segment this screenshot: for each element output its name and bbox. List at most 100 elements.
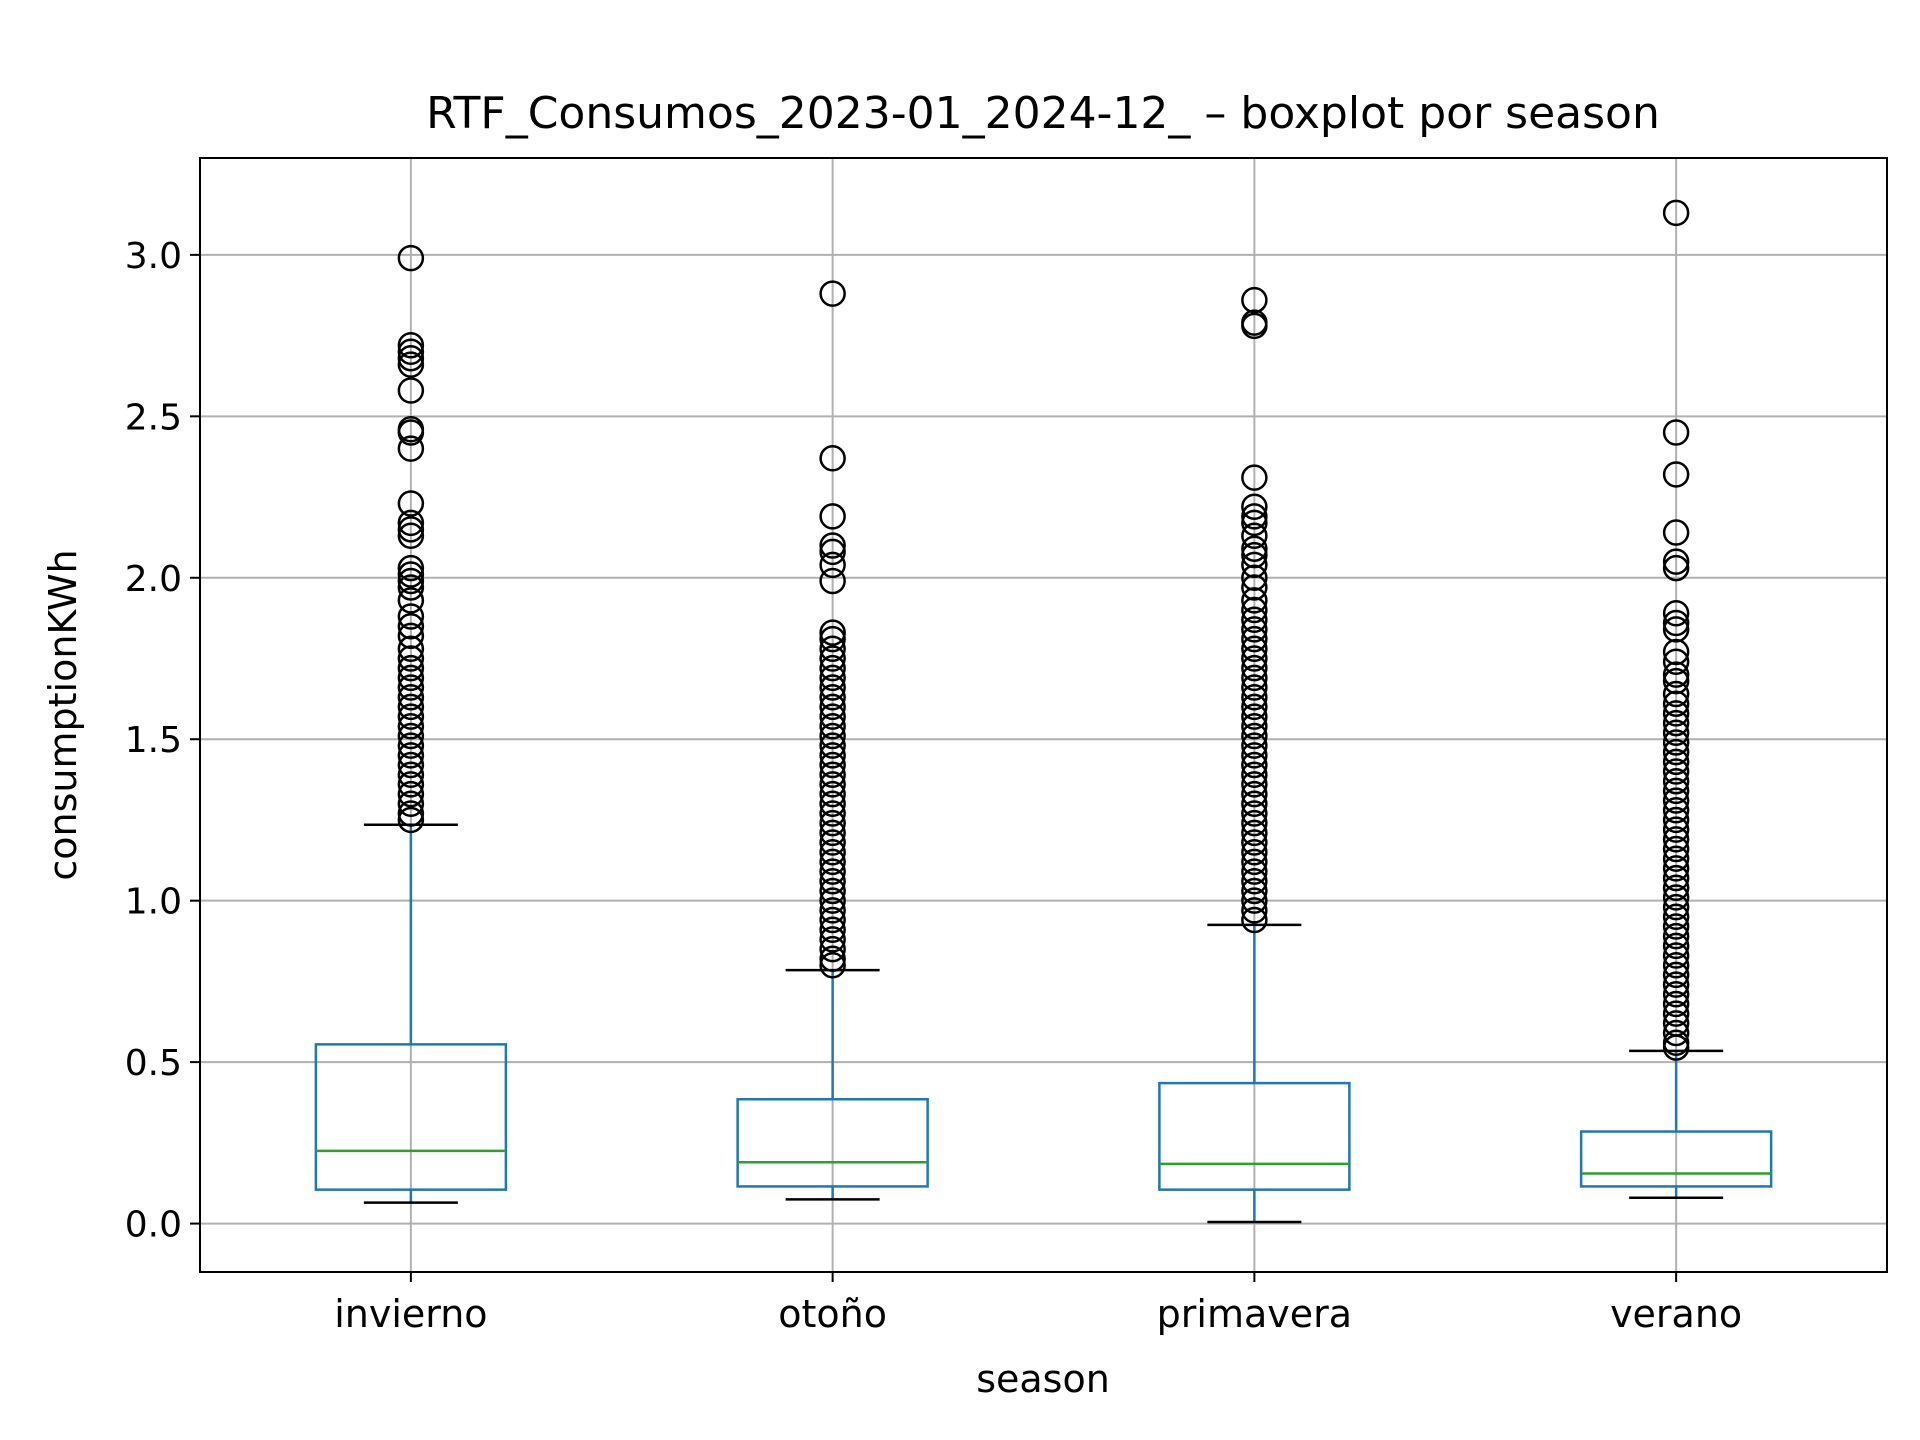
outlier-point xyxy=(1662,787,1690,814)
outlier-point xyxy=(819,829,846,856)
outlier-point xyxy=(1662,638,1690,666)
outlier-point xyxy=(1241,780,1268,808)
plot-frame xyxy=(199,157,1888,1273)
outlier-point xyxy=(1662,806,1690,834)
outlier-point xyxy=(819,742,846,769)
outlier-point xyxy=(1662,816,1690,843)
outlier-point xyxy=(819,877,846,905)
outlier-point xyxy=(397,800,425,827)
outlier-point xyxy=(819,868,846,895)
outlier-point xyxy=(1241,574,1268,601)
outlier-point xyxy=(397,603,425,630)
outlier-point xyxy=(397,516,425,543)
outlier-point xyxy=(1241,819,1268,847)
outlier-point xyxy=(1662,767,1690,795)
outlier-point xyxy=(1662,1000,1690,1027)
outlier-point xyxy=(397,771,425,798)
outlier-point xyxy=(819,654,846,682)
outlier-point xyxy=(1241,503,1268,530)
outlier-point xyxy=(1241,541,1268,569)
outlier-point xyxy=(1662,199,1690,227)
outlier-point xyxy=(1662,797,1690,824)
outlier-point xyxy=(397,683,425,711)
outlier-point xyxy=(1241,493,1268,520)
outlier-point xyxy=(1662,461,1690,488)
outlier-point xyxy=(819,538,846,566)
outlier-point xyxy=(819,906,846,934)
outlier-point xyxy=(1662,748,1690,776)
outlier-point xyxy=(397,244,425,272)
outlier-point xyxy=(1662,719,1690,747)
outlier-point xyxy=(1662,826,1690,853)
outlier-point xyxy=(397,567,425,595)
y-tick-label: 2.5 xyxy=(125,397,182,438)
outlier-point xyxy=(1241,800,1268,827)
outlier-point xyxy=(397,351,425,378)
outlier-point xyxy=(1662,961,1690,989)
outlier-point xyxy=(1241,509,1268,537)
outlier-point xyxy=(819,951,846,979)
outlier-point xyxy=(1241,713,1268,740)
iqr-box xyxy=(314,1043,508,1191)
outlier-point xyxy=(819,551,846,579)
outlier-point xyxy=(1241,564,1268,592)
outlier-point xyxy=(1241,535,1268,562)
y-tick-label: 0.5 xyxy=(125,1043,182,1084)
outlier-point xyxy=(819,926,846,953)
outlier-point xyxy=(397,344,425,372)
x-tick-label: otoño xyxy=(778,1292,887,1336)
outlier-point xyxy=(1241,625,1268,653)
outlier-point xyxy=(397,574,425,601)
iqr-box xyxy=(1579,1130,1773,1188)
outlier-point xyxy=(1662,990,1690,1018)
outlier-point xyxy=(397,377,425,404)
outlier-point xyxy=(819,916,846,943)
outlier-point xyxy=(819,674,846,701)
outlier-point xyxy=(1241,829,1268,856)
outlier-point xyxy=(397,332,425,359)
outlier-point xyxy=(819,713,846,740)
outlier-point xyxy=(819,935,846,963)
y-tick-label: 0.0 xyxy=(125,1205,182,1246)
outlier-point xyxy=(1662,981,1690,1008)
outlier-point xyxy=(819,703,846,730)
outlier-point xyxy=(1662,893,1690,921)
outlier-point xyxy=(1662,942,1690,969)
outlier-point xyxy=(819,683,846,711)
y-tick-label: 2.0 xyxy=(125,559,182,600)
chart-title: RTF_Consumos_2023-01_2024-12_ – boxplot … xyxy=(426,88,1660,139)
outlier-point xyxy=(1241,897,1268,924)
outlier-point xyxy=(1662,777,1690,805)
outlier-point xyxy=(397,419,425,446)
outlier-point xyxy=(1241,693,1268,721)
outlier-point xyxy=(1662,922,1690,950)
outlier-point xyxy=(1662,548,1690,575)
outlier-point xyxy=(1241,877,1268,905)
y-axis-label: consumptionKWh xyxy=(41,549,85,880)
outlier-point xyxy=(397,622,425,650)
outlier-point xyxy=(397,561,425,588)
outlier-point xyxy=(1241,858,1268,885)
outlier-point xyxy=(819,532,846,559)
outlier-point xyxy=(819,751,846,779)
outlier-point xyxy=(1241,838,1268,866)
outlier-point xyxy=(1241,732,1268,759)
outlier-point xyxy=(1662,738,1690,766)
outlier-point xyxy=(819,761,846,788)
outlier-point xyxy=(819,619,846,646)
outlier-point xyxy=(819,848,846,876)
box-verano xyxy=(1579,1049,1773,1199)
outlier-point xyxy=(1241,887,1268,914)
outlier-point xyxy=(1241,848,1268,876)
outlier-point xyxy=(819,897,846,924)
outlier-point xyxy=(1662,1034,1690,1061)
outlier-point xyxy=(397,522,425,550)
outlier-point xyxy=(397,554,425,582)
outlier-point xyxy=(1662,845,1690,872)
outliers xyxy=(397,199,1690,1061)
outlier-point xyxy=(1241,761,1268,788)
outlier-point xyxy=(397,612,425,640)
outlier-point xyxy=(819,625,846,653)
outlier-point xyxy=(1662,419,1690,446)
